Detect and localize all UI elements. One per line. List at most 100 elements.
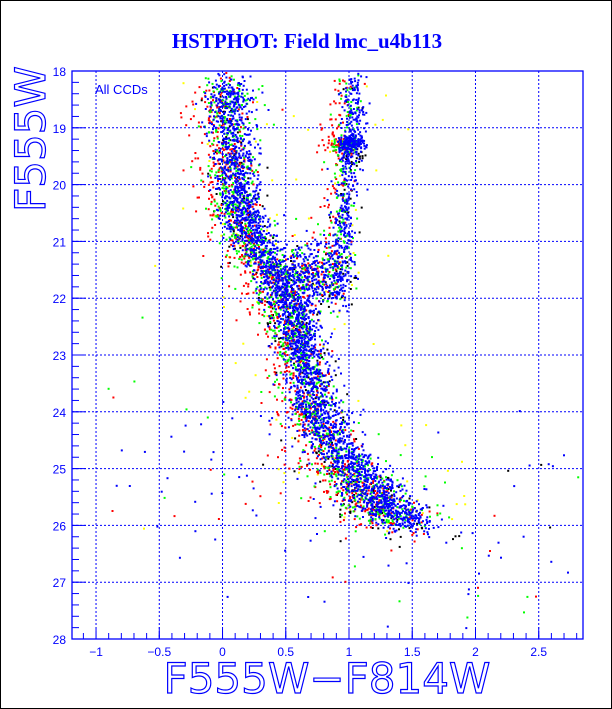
data-point-blue xyxy=(270,302,273,305)
data-point-blue xyxy=(228,225,231,228)
data-point-blue xyxy=(298,306,301,308)
data-point-green xyxy=(273,395,276,398)
data-point-green xyxy=(275,314,278,316)
data-point-blue xyxy=(257,143,260,146)
data-point-blue xyxy=(226,209,229,212)
data-point-blue xyxy=(281,299,284,302)
data-point-green xyxy=(335,260,338,263)
data-point-green xyxy=(279,351,282,353)
data-point-blue xyxy=(223,73,226,76)
data-point-blue xyxy=(239,181,242,184)
data-point-yellow xyxy=(372,343,375,345)
data-point-green xyxy=(253,218,255,221)
data-point-red xyxy=(323,283,326,286)
data-point-green xyxy=(245,261,248,264)
data-point-green xyxy=(353,466,356,469)
data-point-blue xyxy=(352,113,354,115)
data-point-green xyxy=(289,336,292,339)
data-point-blue xyxy=(217,72,220,75)
data-point-blue xyxy=(311,295,314,298)
data-point-green xyxy=(214,174,217,177)
data-point-black xyxy=(339,515,342,518)
data-point-green xyxy=(218,124,221,127)
data-point-red xyxy=(343,80,346,83)
data-point-black xyxy=(301,371,304,374)
data-point-red xyxy=(307,272,310,275)
data-point-red xyxy=(234,160,237,163)
data-point-blue xyxy=(346,123,349,126)
data-point-red xyxy=(301,400,304,403)
data-point-blue xyxy=(305,342,308,345)
data-point-red xyxy=(280,425,283,428)
data-point-red xyxy=(268,268,271,271)
data-point-green xyxy=(217,205,220,208)
data-point-blue xyxy=(261,215,264,218)
data-point-blue xyxy=(256,238,259,241)
data-point-red xyxy=(253,247,255,250)
data-point-blue xyxy=(310,402,313,405)
data-point-blue xyxy=(437,526,440,529)
data-point-red xyxy=(272,276,275,279)
data-point-red xyxy=(335,163,338,166)
data-point-green xyxy=(250,245,253,248)
data-point-red xyxy=(259,263,262,266)
data-point-blue xyxy=(232,88,235,91)
data-point-green xyxy=(207,165,210,168)
data-point-red xyxy=(282,377,285,380)
data-point-green xyxy=(273,307,275,310)
data-point-black xyxy=(346,393,349,396)
data-point-red xyxy=(325,247,328,249)
data-point-black xyxy=(345,100,348,103)
data-point-green xyxy=(298,465,301,468)
data-point-green xyxy=(355,287,358,290)
data-point-blue xyxy=(294,264,296,267)
data-point-green xyxy=(313,485,316,488)
data-point-yellow xyxy=(316,473,319,476)
data-point-black xyxy=(364,154,367,157)
data-point-green xyxy=(294,332,297,335)
data-point-blue xyxy=(350,490,353,493)
data-point-blue xyxy=(376,494,379,497)
data-point-blue xyxy=(228,145,230,148)
data-point-blue xyxy=(349,225,352,227)
data-point-red xyxy=(290,358,293,361)
data-point-green xyxy=(303,280,306,283)
data-point-blue xyxy=(230,124,233,127)
data-point-blue xyxy=(408,518,411,521)
data-point-blue xyxy=(364,463,367,466)
data-point-black xyxy=(291,315,294,318)
data-point-green xyxy=(338,431,341,434)
data-point-green xyxy=(294,397,297,400)
data-point-blue xyxy=(389,504,392,507)
data-point-blue xyxy=(370,489,373,492)
data-point-blue xyxy=(336,275,339,278)
data-point-yellow xyxy=(234,362,237,365)
data-point-black xyxy=(340,296,343,299)
data-point-blue xyxy=(345,305,347,308)
data-point-green xyxy=(328,246,331,249)
data-point-black xyxy=(246,118,249,121)
data-point-blue xyxy=(328,364,331,367)
data-point-red xyxy=(324,429,327,432)
data-point-red xyxy=(232,211,235,213)
data-point-red xyxy=(324,479,327,482)
data-point-blue xyxy=(317,310,320,313)
data-point-blue xyxy=(350,120,353,123)
data-point-blue xyxy=(224,202,227,204)
data-point-blue xyxy=(337,473,340,476)
data-point-green xyxy=(329,113,332,116)
data-point-green xyxy=(243,242,246,245)
data-point-blue xyxy=(347,239,350,242)
data-point-red xyxy=(316,390,319,393)
data-point-blue xyxy=(345,481,348,484)
data-point-green xyxy=(211,218,214,221)
data-point-blue xyxy=(255,108,258,111)
data-point-green xyxy=(350,101,353,103)
data-point-blue xyxy=(229,178,231,181)
data-point-blue xyxy=(291,413,294,416)
data-point-red xyxy=(221,147,224,150)
data-point-blue xyxy=(289,360,292,363)
data-point-blue xyxy=(229,129,232,132)
data-point-red xyxy=(191,160,194,163)
data-point-green xyxy=(286,360,289,363)
